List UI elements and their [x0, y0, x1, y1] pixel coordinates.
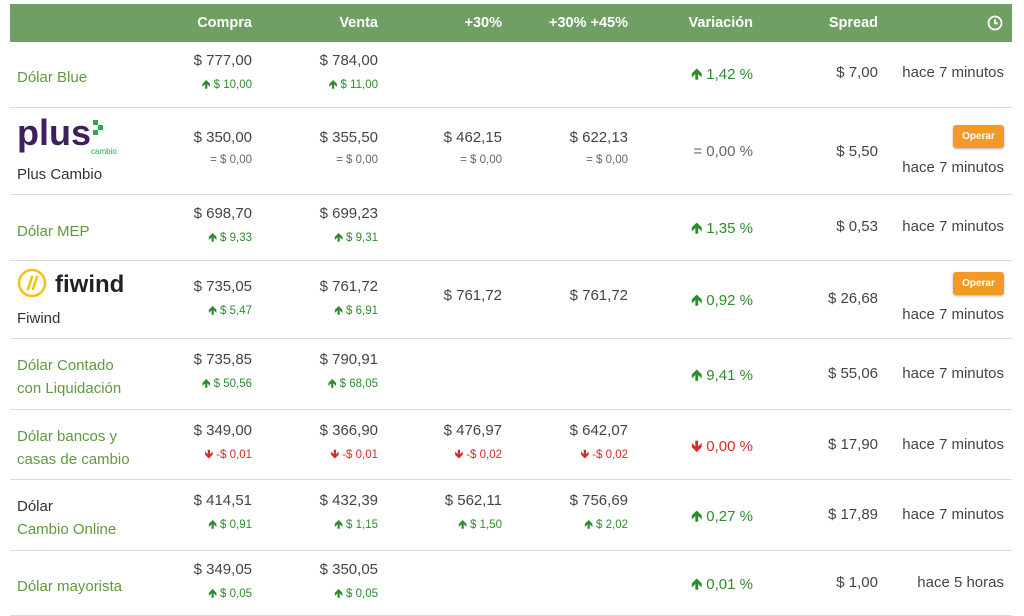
variacion-cell: 🡹 0,92 % — [691, 292, 753, 309]
spread-cell: $ 17,90 — [827, 436, 878, 453]
table-row: fiwind Fiwind $ 735,05 🡹 $ 5,47 $ 761,72… — [10, 261, 1012, 339]
venta-cell: $ 350,05 🡹 $ 0,05 — [319, 561, 378, 600]
updated-time: hace 7 minutos — [902, 506, 1004, 523]
row-name[interactable]: Dólar Cambio Online — [17, 498, 117, 538]
compra-cell: $ 349,05 🡹 $ 0,05 — [193, 561, 252, 600]
plus30-45-cell: $ 756,69 🡹 $ 2,02 — [569, 492, 628, 531]
spread-cell: $ 55,06 — [827, 365, 878, 382]
arrow-up-icon: 🡹 — [691, 292, 703, 309]
row-name[interactable]: Dólar MEP — [17, 223, 90, 240]
compra-cell: $ 349,00 🡻 -$ 0,01 — [193, 422, 252, 461]
table-row: Dólar Contado con Liquidación $ 735,85 🡹 … — [10, 339, 1012, 410]
spread-cell: $ 7,00 — [836, 64, 878, 81]
svg-text:fiwind: fiwind — [55, 271, 124, 298]
operar-button[interactable]: Operar — [953, 125, 1004, 148]
plus30-45-cell: $ 622,13 = $ 0,00 — [569, 129, 628, 166]
updated-time: hace 7 minutos — [902, 306, 1004, 323]
venta-cell: $ 784,00 🡹 $ 11,00 — [319, 52, 378, 91]
variacion-cell: 🡹 9,41 % — [691, 367, 753, 384]
fiwind-logo[interactable]: fiwind — [17, 267, 137, 306]
venta-cell: $ 366,90 🡻 -$ 0,01 — [319, 422, 378, 461]
table-row: plus cambio Plus Cambio $ 350,00 = $ 0,0… — [10, 108, 1012, 195]
table-row: Dólar Blue $ 777,00 🡹 $ 10,00 $ 784,00 🡹… — [10, 42, 1012, 108]
variacion-cell: 🡹 0,01 % — [691, 576, 753, 593]
svg-text:cambio: cambio — [91, 147, 117, 156]
compra-cell: $ 350,00 = $ 0,00 — [193, 129, 252, 166]
compra-cell: $ 414,51 🡹 $ 0,91 — [193, 492, 252, 531]
header-plus30: +30% — [464, 15, 503, 31]
compra-cell: $ 698,70 🡹 $ 9,33 — [193, 205, 252, 244]
header-compra: Compra — [197, 15, 252, 31]
spread-cell: $ 0,53 — [836, 218, 878, 235]
row-name[interactable]: Dólar bancos y casas de cambio — [17, 428, 130, 468]
arrow-up-icon: 🡹 — [691, 576, 703, 593]
spread-cell: $ 1,00 — [836, 574, 878, 591]
fiwind-logo-icon: fiwind — [17, 268, 124, 298]
plus30-45-cell: $ 761,72 — [569, 287, 628, 304]
variacion-cell: 🡹 1,42 % — [691, 66, 753, 83]
table-row: Dólar Cambio Online $ 414,51 🡹 $ 0,91 $ 4… — [10, 480, 1012, 551]
venta-cell: $ 790,91 🡹 $ 68,05 — [319, 351, 378, 390]
arrow-up-icon: 🡹 — [691, 367, 703, 384]
header-plus30-45: +30% +45% — [548, 15, 628, 31]
plus30-cell: $ 562,11 🡹 $ 1,50 — [444, 492, 502, 531]
venta-cell: $ 699,23 🡹 $ 9,31 — [319, 205, 378, 244]
arrow-up-icon: 🡹 — [691, 66, 703, 83]
operar-button[interactable]: Operar — [953, 272, 1004, 295]
plus-logo-icon: plus cambio — [17, 112, 117, 156]
updated-time: hace 7 minutos — [902, 365, 1004, 382]
arrow-up-icon: 🡹 — [691, 508, 703, 525]
venta-cell: $ 355,50 = $ 0,00 — [319, 129, 378, 166]
updated-time: hace 7 minutos — [902, 159, 1004, 176]
updated-time: hace 5 horas — [917, 574, 1004, 591]
plus30-45-cell: $ 642,07 🡻 -$ 0,02 — [569, 422, 628, 461]
clock-icon — [987, 15, 1003, 31]
compra-cell: $ 735,85 🡹 $ 50,56 — [193, 351, 252, 390]
plus30-cell: $ 462,15 = $ 0,00 — [443, 129, 502, 166]
variacion-cell: 🡹 0,27 % — [691, 508, 753, 525]
updated-time: hace 7 minutos — [902, 64, 1004, 81]
row-name[interactable]: Fiwind — [17, 310, 61, 327]
spread-cell: $ 26,68 — [827, 290, 878, 307]
variacion-cell: 🡹 1,35 % — [691, 220, 753, 237]
updated-time: hace 7 minutos — [902, 218, 1004, 235]
spread-cell: $ 17,89 — [827, 506, 878, 523]
plus30-cell: $ 761,72 — [443, 287, 502, 304]
header-spread: Spread — [828, 15, 878, 31]
compra-cell: $ 735,05 🡹 $ 5,47 — [193, 278, 252, 317]
compra-cell: $ 777,00 🡹 $ 10,00 — [193, 52, 252, 91]
row-name[interactable]: Dólar Contado con Liquidación — [17, 357, 122, 397]
venta-cell: $ 432,39 🡹 $ 1,15 — [319, 492, 378, 531]
plus-cambio-logo[interactable]: plus cambio — [17, 112, 127, 162]
row-name[interactable]: Dólar Blue — [17, 69, 88, 86]
exchange-rate-table: Compra Venta +30% +30% +45% Variación Sp… — [10, 4, 1012, 616]
row-name[interactable]: Plus Cambio — [17, 166, 103, 183]
updated-time: hace 7 minutos — [902, 436, 1004, 453]
table-row: Dólar MEP $ 698,70 🡹 $ 9,33 $ 699,23 🡹 $… — [10, 195, 1012, 261]
row-name[interactable]: Dólar mayorista — [17, 578, 123, 595]
table-header: Compra Venta +30% +30% +45% Variación Sp… — [10, 4, 1012, 42]
venta-cell: $ 761,72 🡹 $ 6,91 — [319, 278, 378, 317]
plus30-cell: $ 476,97 🡻 -$ 0,02 — [443, 422, 502, 461]
header-venta: Venta — [339, 15, 378, 31]
arrow-down-icon: 🡻 — [691, 438, 703, 455]
svg-text:plus: plus — [17, 117, 91, 153]
variacion-cell: = 0,00 % — [693, 143, 753, 160]
table-row: Dólar bancos y casas de cambio $ 349,00 🡻… — [10, 410, 1012, 480]
variacion-cell: 🡻 0,00 % — [691, 438, 753, 455]
header-variacion: Variación — [688, 15, 753, 31]
arrow-up-icon: 🡹 — [691, 220, 703, 237]
table-row: Dólar mayorista $ 349,05 🡹 $ 0,05 $ 350,… — [10, 551, 1012, 616]
spread-cell: $ 5,50 — [836, 143, 878, 160]
